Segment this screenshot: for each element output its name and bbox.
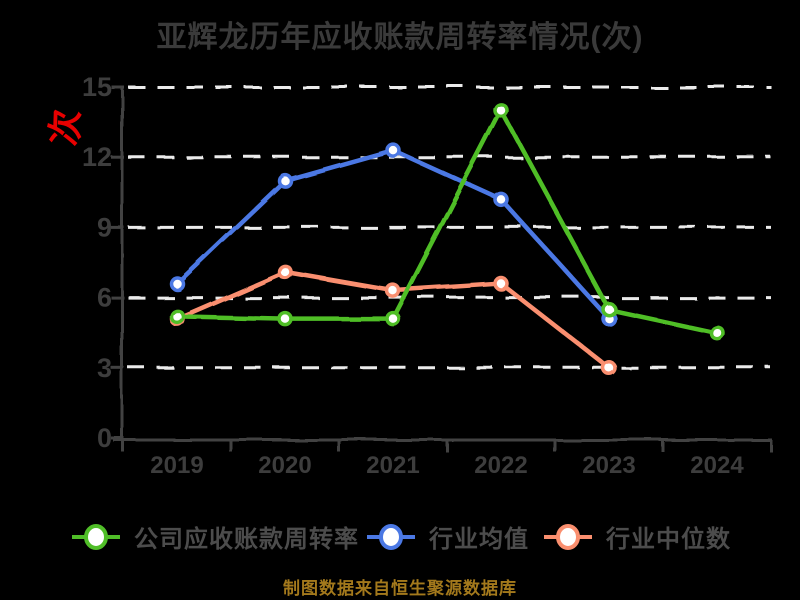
y-tick-label: 9: [97, 212, 112, 242]
data-point-marker: [385, 142, 401, 158]
series-line-0: [174, 108, 720, 335]
data-point-marker: [169, 308, 185, 325]
y-tick-label: 3: [97, 353, 112, 383]
x-tick-label: 2021: [366, 452, 419, 479]
x-tick-label: 2020: [258, 452, 311, 479]
x-tick-label: 2022: [474, 452, 527, 479]
data-point-marker: [601, 360, 617, 376]
y-tick-label: 6: [97, 283, 112, 313]
plot-shapes: [111, 85, 773, 452]
x-tick-label: 2024: [690, 452, 744, 479]
data-point-marker: [601, 301, 617, 318]
data-point-marker: [493, 275, 509, 292]
data-point-marker: [169, 275, 185, 292]
data-point-marker: [277, 264, 293, 280]
axes: [111, 85, 773, 452]
data-point-marker: [277, 172, 293, 189]
data-point-marker: [709, 324, 725, 341]
data-point-marker: [385, 310, 401, 327]
x-tick-label: 2023: [582, 452, 635, 479]
data-point-marker: [493, 102, 509, 119]
data-point-marker: [277, 310, 293, 327]
y-tick-label: 12: [82, 142, 112, 172]
y-tick-label: 0: [97, 423, 112, 453]
y-tick-label: 15: [82, 72, 112, 102]
gridlines: [128, 85, 771, 370]
axis-labels: 0 3 6 9 12 15 2019 2020 2021 2022 2023 2024: [82, 72, 744, 479]
data-point-marker: [385, 282, 401, 299]
data-point-marker: [493, 191, 509, 208]
chart-title: 亚辉龙历年应收账款周转率情况(次): [156, 21, 644, 54]
x-tick-label: 2019: [150, 452, 203, 479]
data-source-note: 制图数据来自恒生聚源数据库: [283, 579, 517, 598]
